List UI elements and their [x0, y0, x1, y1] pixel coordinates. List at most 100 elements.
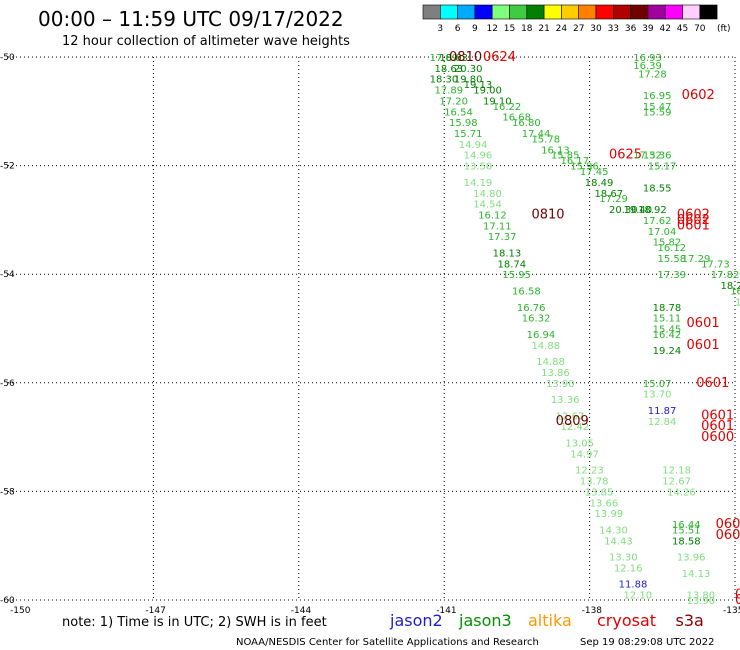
time-label: 0602 [677, 213, 710, 228]
wave-height-label: 18.63 [435, 64, 464, 75]
colorbar-tick: 21 [538, 24, 549, 34]
wave-height-label: 18.78 [653, 303, 682, 314]
time-label: 0601 [677, 218, 710, 233]
wave-height-label: 15.36 [643, 151, 672, 162]
footnote: note: 1) Time is in UTC; 2) SWH is in fe… [62, 615, 327, 630]
time-label: 0600 [735, 593, 740, 608]
colorbar-tick: 70 [694, 24, 706, 34]
wave-height-label: 15.58 [657, 254, 686, 265]
grid-lines [8, 56, 736, 601]
colorbar-swatch [422, 4, 441, 20]
wave-height-label: 14.96 [464, 151, 493, 162]
colorbar-tick: 36 [625, 24, 637, 34]
wave-height-label: 17.29 [682, 254, 711, 265]
wave-height-label: 16.12 [478, 210, 507, 221]
colorbar-tick: 3 [437, 24, 443, 34]
wave-height-label: 16.93 [633, 53, 662, 64]
credit-line: NOAA/NESDIS Center for Satellite Applica… [236, 637, 539, 648]
satellite-legend: jason2 jason3 altika cryosat s3a [389, 611, 704, 630]
wave-height-label: 16.39 [633, 61, 662, 72]
wave-height-label: 17.20 [439, 96, 468, 107]
wave-height-label: 12.16 [614, 563, 643, 574]
colorbar-swatch [491, 4, 510, 20]
colorbar-tick: 30 [590, 24, 602, 34]
y-tick-label: -56 [0, 379, 15, 389]
wave-height-label: 18.27 [720, 281, 740, 292]
wave-height-label: 13.80 [687, 591, 716, 602]
wave-height-label: 20.30 [609, 205, 638, 216]
colorbar-swatch [664, 4, 683, 20]
time-label: 0600 [716, 528, 740, 543]
wave-height-label: 14.26 [667, 487, 696, 498]
wave-height-label: 17.04 [648, 227, 677, 238]
colorbar-swatch [595, 4, 614, 20]
wave-height-label: 17.89 [435, 86, 464, 97]
wave-height-label: 16.58 [512, 286, 541, 297]
wave-height-label: 13.50 [464, 162, 493, 173]
wave-height-label: 16.12 [657, 243, 686, 254]
wave-height-label: 15.96 [570, 162, 599, 173]
colorbar-tick: 12 [486, 24, 497, 34]
colorbar-tick: 24 [556, 24, 568, 34]
wave-height-label: 16.44 [672, 520, 701, 531]
wave-height-label: 19.00 [473, 86, 502, 97]
colorbar-tick: 39 [642, 24, 654, 34]
wave-height-label: 14.97 [570, 449, 599, 460]
wave-height-label: 17.11 [483, 221, 512, 232]
wave-height-label: 17.82 [711, 270, 740, 281]
time-label: 0602 [677, 207, 710, 222]
wave-height-label: 14.13 [682, 569, 711, 580]
wave-height-label: 18.55 [643, 183, 672, 194]
wave-height-label: 13.66 [590, 498, 619, 509]
x-tick-label: -135 [723, 606, 740, 616]
wave-height-label: 19.80 [454, 75, 483, 86]
satellite-cryosat: cryosat [597, 611, 656, 630]
wave-height-label: 17.39 [657, 270, 686, 281]
wave-height-label: 15.07 [643, 379, 672, 390]
wave-height-label: 17.45 [580, 167, 609, 178]
x-tick-label: -147 [145, 606, 165, 616]
x-tick-label: -141 [436, 606, 456, 616]
wave-height-label: 19.13 [464, 80, 493, 91]
wave-height-label: 13.85 [585, 487, 614, 498]
wave-height-label: 16.94 [527, 330, 556, 341]
colorbar-unit: (ft) [717, 24, 731, 34]
wave-height-label: 14.94 [459, 140, 488, 151]
satellite-altika: altika [528, 611, 572, 630]
time-label: 0625 [609, 148, 642, 163]
wave-height-label: 14.35 [735, 297, 740, 308]
wave-height-label: 13.90 [687, 596, 716, 607]
wave-height-label: 12.23 [575, 466, 604, 477]
wave-height-label: 16.80 [512, 118, 541, 129]
x-tick-label: -150 [10, 606, 31, 616]
wave-height-label: 15.71 [454, 129, 483, 140]
wave-height-label: 16.54 [444, 107, 473, 118]
wave-height-label: 13.90 [546, 379, 575, 390]
wave-height-label: 14.43 [604, 536, 633, 547]
colorbar-tick: 6 [455, 24, 461, 34]
wave-height-label: 13.70 [643, 390, 672, 401]
time-label: 0810 [531, 207, 564, 222]
satellite-jason2: jason2 [389, 611, 443, 630]
time-label: 0601 [696, 376, 729, 391]
colorbar-swatch [561, 4, 580, 20]
wave-height-label: 18.49 [585, 178, 614, 189]
wave-height-label: 16.95 [643, 91, 672, 102]
wave-height-label: 12.67 [662, 477, 691, 488]
colorbar-swatch [474, 4, 493, 20]
wave-height-label: 16.13 [541, 145, 570, 156]
wave-height-label: 13.36 [551, 395, 580, 406]
wave-height-label: 15.51 [672, 525, 701, 536]
colorbar-swatch [509, 4, 528, 20]
colorbar-swatch [699, 4, 718, 20]
wave-height-label: 16.22 [493, 102, 522, 113]
wave-height-label: 15.78 [531, 134, 560, 145]
x-tick-label: -138 [582, 606, 603, 616]
wave-height-label: 17.09 [430, 53, 459, 64]
wave-height-label: 14.54 [473, 200, 502, 211]
time-label: 0601 [687, 316, 720, 331]
plot-area: -150 -147 -144 -141 -138 -135 -50 -52 -54 -56 -58 -… [0, 50, 740, 616]
wave-height-label: 17.62 [643, 216, 672, 227]
wave-height-label: 17.44 [522, 129, 551, 140]
